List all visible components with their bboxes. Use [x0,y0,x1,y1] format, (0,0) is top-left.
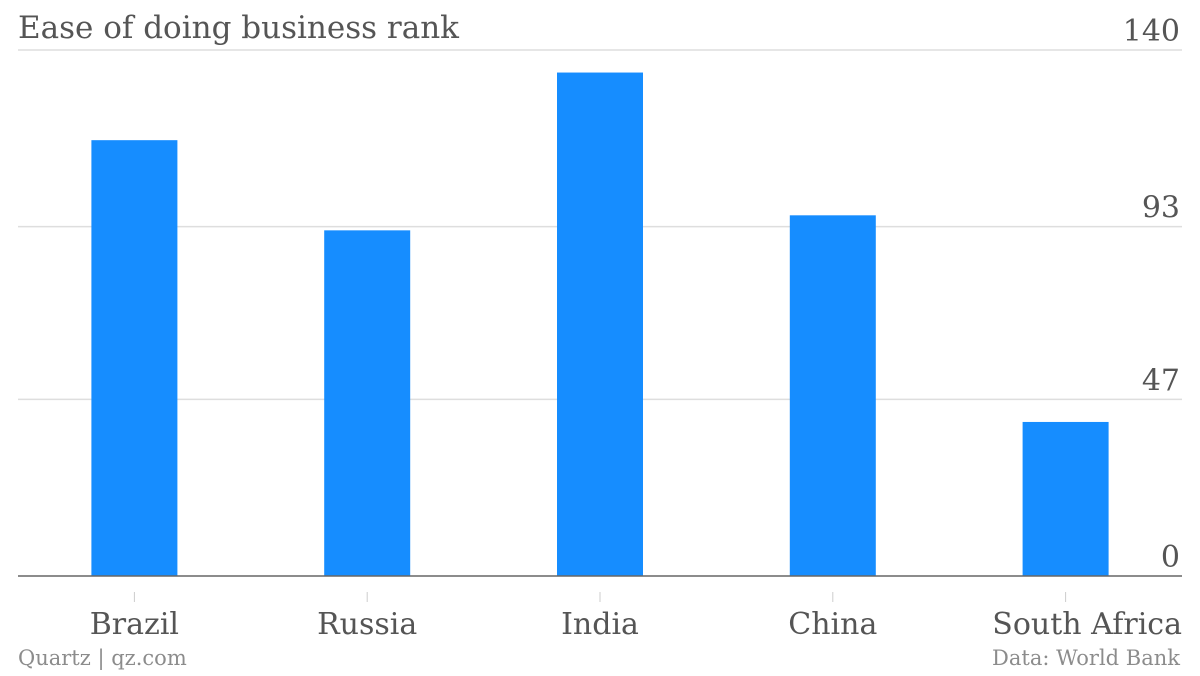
x-axis-ticks [133,592,1067,602]
x-tick-label: Brazil [90,607,179,642]
y-tick-label: 140 [1123,14,1180,49]
chart-title: Ease of doing business rank [18,10,459,46]
source-credit: Quartz | qz.com [18,646,187,670]
x-tick-label: India [561,607,639,642]
bar-china [789,215,876,577]
x-axis-labels: Brazil Russia India China South Africa [90,607,1182,642]
x-tick-label: South Africa [992,607,1182,642]
x-tick-label: Russia [317,607,417,642]
y-axis-labels: 0 47 93 140 [1123,14,1180,575]
bar-south-africa [1022,421,1109,576]
bar-india [557,72,643,577]
x-tick-label: China [788,607,877,642]
y-tick-label: 0 [1161,540,1180,575]
y-tick-label: 93 [1142,191,1180,226]
data-credit: Data: World Bank [992,646,1180,670]
y-tick-label: 47 [1142,363,1180,398]
bar-brazil [91,140,178,576]
bar-russia [324,230,411,577]
bars [91,72,1109,577]
